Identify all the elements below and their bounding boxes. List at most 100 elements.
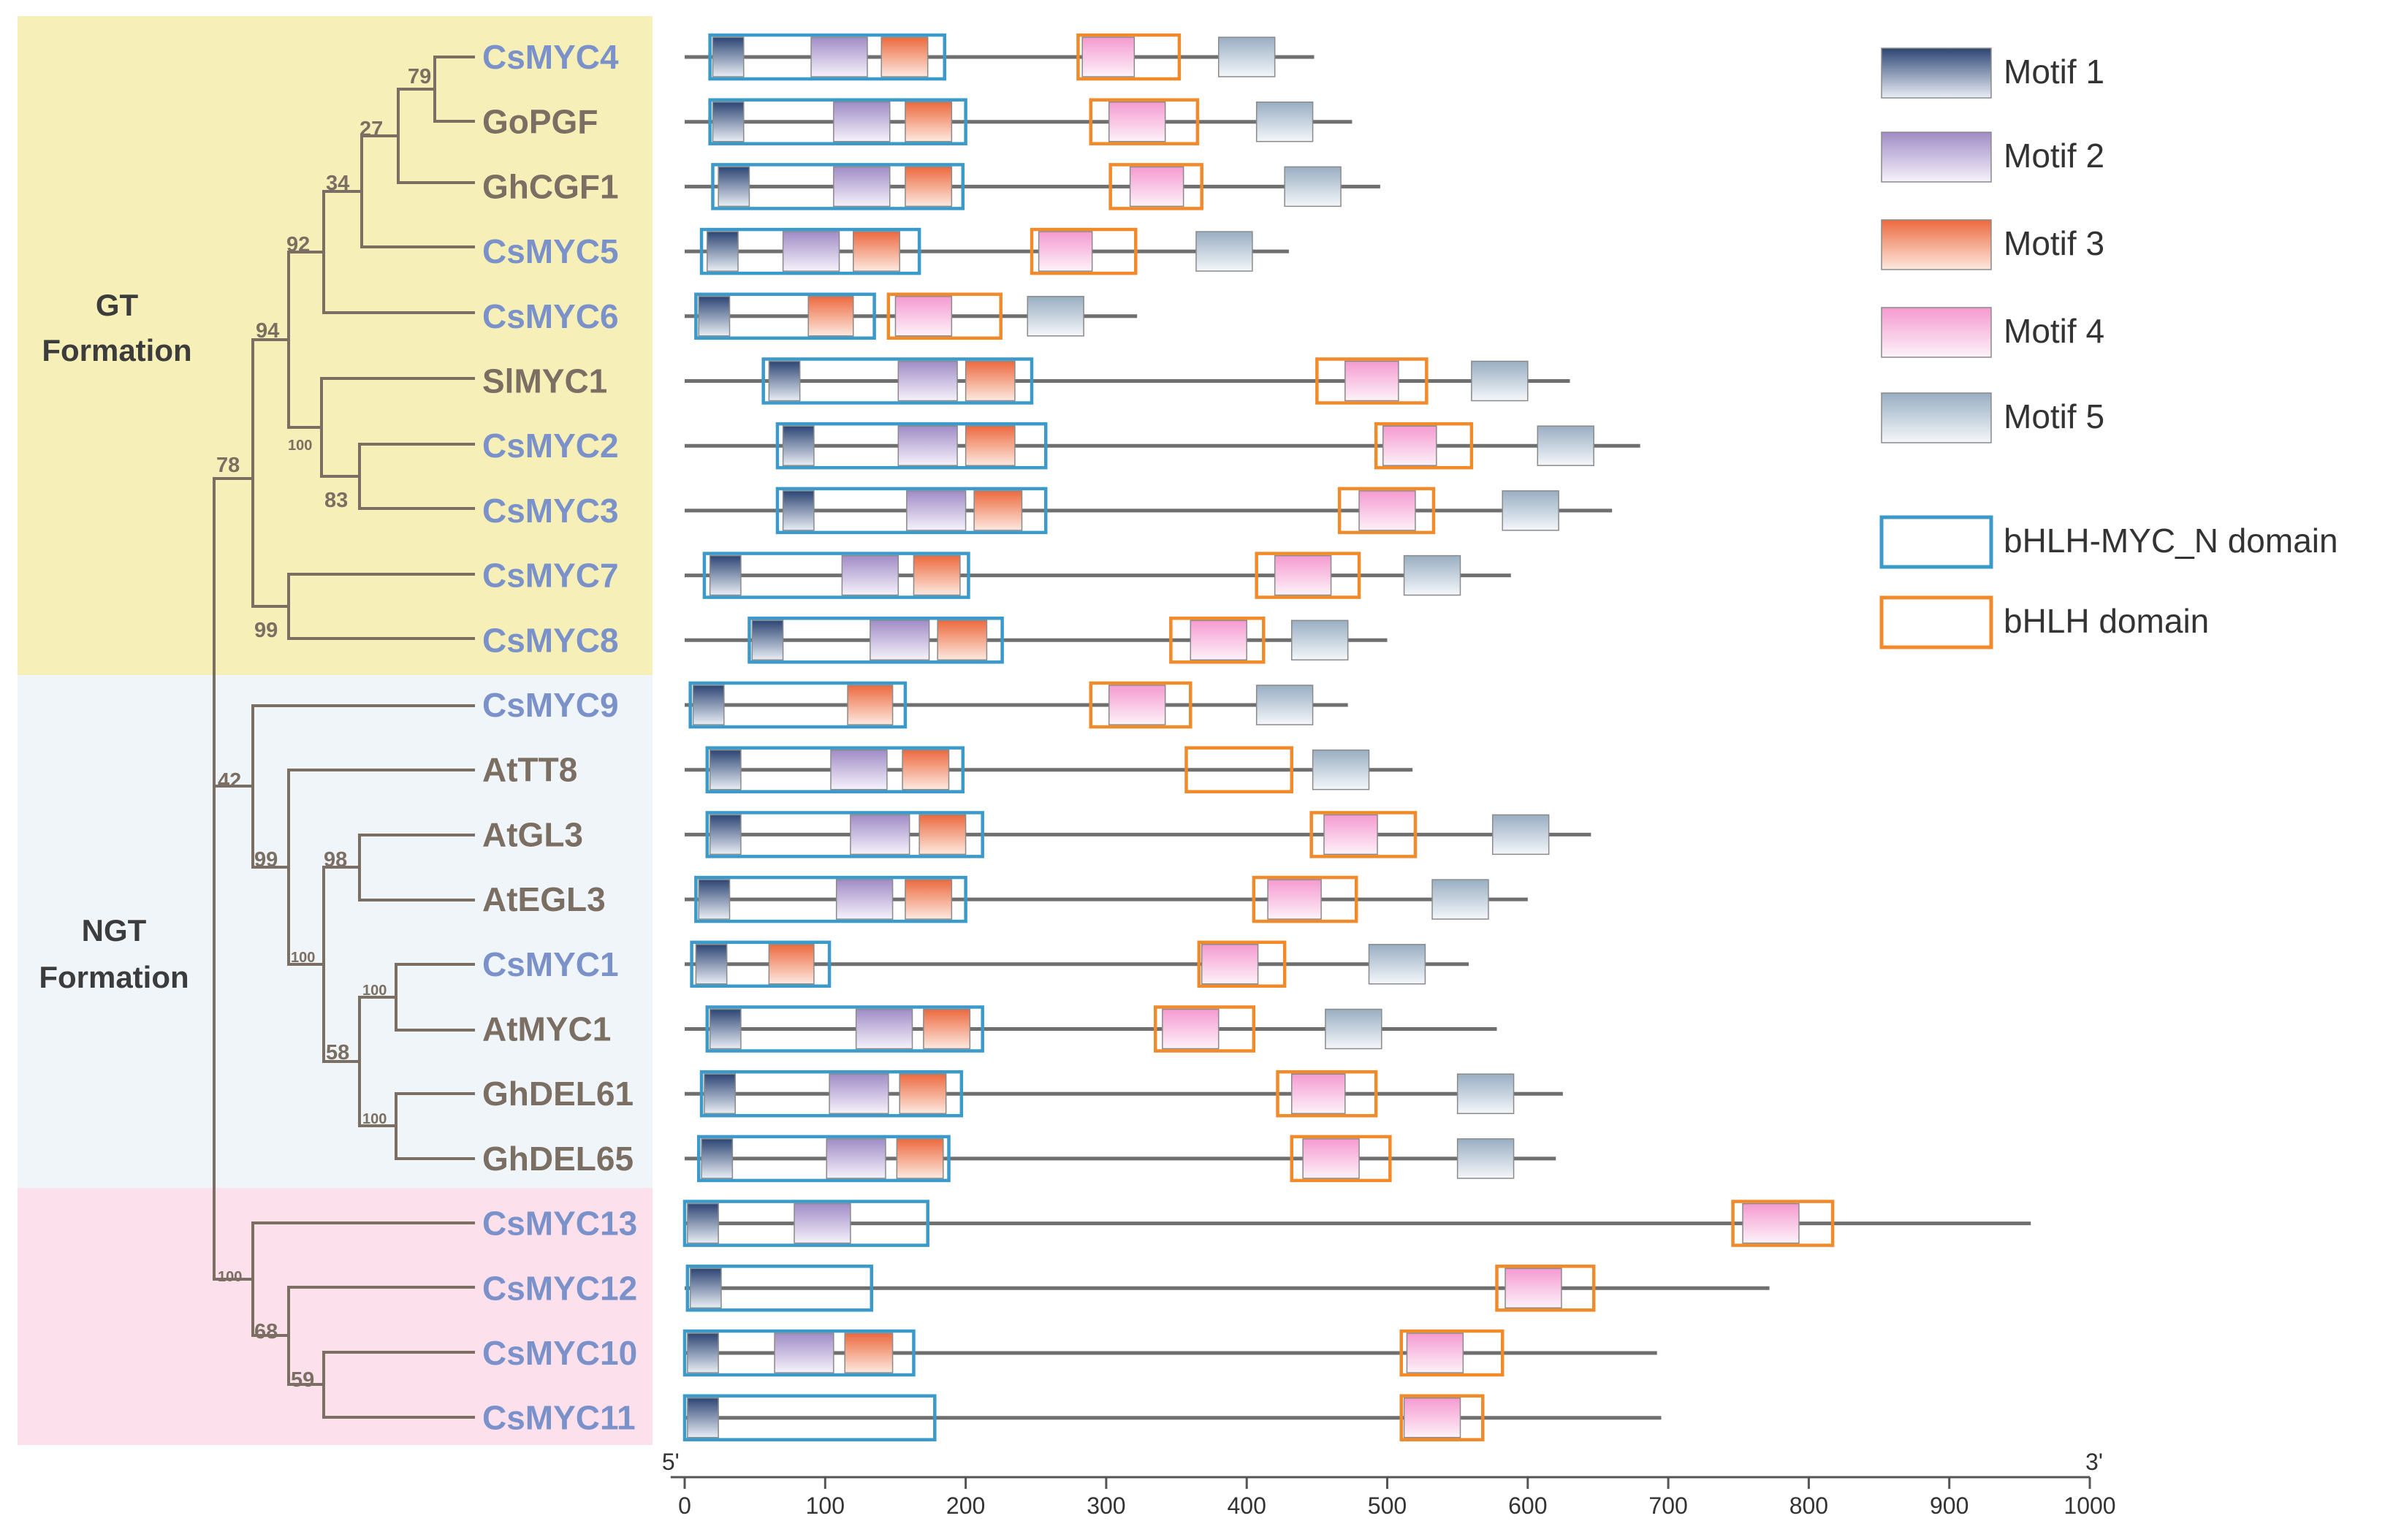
motif-4-box [1162, 1008, 1220, 1050]
motif-4-box [1382, 425, 1437, 466]
motif-3-box [973, 490, 1023, 531]
bhlh-myc-n-domain-box [694, 875, 967, 923]
motif-4-box [1274, 554, 1332, 596]
bhlh-myc-n-domain-box [696, 1135, 951, 1183]
group-band-ngt [18, 675, 653, 1188]
motif-2-box [826, 1138, 886, 1179]
motif-5-box [1431, 879, 1489, 920]
motif-4-box [1108, 685, 1166, 725]
bhlh-domain-box [1252, 875, 1358, 923]
motif-2-box [897, 360, 958, 402]
tip-label: AtGL3 [482, 815, 583, 853]
axis-tick-label: 200 [946, 1493, 985, 1519]
bhlh-domain-box [1108, 163, 1203, 210]
motif-1-box [782, 490, 815, 531]
tip-label: CsMYC2 [482, 427, 619, 465]
bhlh-domain-box [1495, 1265, 1596, 1312]
group-label-ngt-2: Formation [39, 960, 189, 994]
axis-tick-label: 1000 [2063, 1493, 2115, 1519]
protein-row [685, 357, 1570, 405]
bhlh-domain-box [1374, 422, 1474, 470]
motif-1-box [695, 944, 728, 985]
motif-1-box [687, 1397, 719, 1438]
axis-tick-label: 700 [1648, 1493, 1687, 1519]
motif-1-box [689, 1268, 722, 1309]
bhlh-myc-n-domain-box [775, 422, 1048, 470]
legend-label: bHLH domain [2004, 602, 2209, 640]
motif-5-box [1284, 166, 1342, 207]
motif-4-box [1323, 814, 1378, 855]
motif-5-box [1502, 490, 1559, 531]
motif-2-box [850, 814, 910, 855]
legend-motif-5-swatch [1881, 392, 1992, 443]
tip-label: CsMYC3 [482, 492, 619, 530]
motif-4-box [1201, 944, 1259, 985]
tip-label: CsMYC7 [482, 557, 619, 595]
protein-row [685, 681, 1348, 729]
group-band-gt [18, 16, 653, 675]
bhlh-domain-box [1076, 33, 1182, 81]
tip-label: CsMYC13 [482, 1205, 637, 1243]
bootstrap-value: 100 [218, 1269, 242, 1285]
protein-row [685, 33, 1315, 81]
axis-tick-label: 600 [1508, 1493, 1547, 1519]
motif-5-box [1456, 1138, 1515, 1179]
tip-label: GhCGF1 [482, 167, 619, 205]
motif-3-box [853, 231, 900, 272]
motif-1-box [712, 37, 745, 77]
motif-5-box [1368, 944, 1426, 985]
motif-1-box [709, 749, 742, 790]
bhlh-myc-n-domain-box [748, 617, 1004, 664]
motif-4-box [1344, 360, 1399, 402]
bhlh-domain-box [1290, 1135, 1392, 1183]
bhlh-myc-n-domain-box [685, 1265, 874, 1312]
axis-tick-label: 800 [1789, 1493, 1828, 1519]
motif-3-box [965, 360, 1016, 402]
motif-1-box [698, 879, 731, 920]
tip-label: GhDEL65 [482, 1140, 634, 1178]
protein-row [685, 811, 1591, 858]
motif-3-box [905, 101, 953, 142]
tip-label: AtEGL3 [482, 880, 606, 918]
group-band-third [18, 1188, 653, 1445]
motif-2-box [794, 1202, 851, 1244]
motif-3-box [768, 944, 815, 985]
motif-3-box [923, 1008, 971, 1050]
bhlh-domain-box [1255, 552, 1361, 599]
motif-5-box [1403, 554, 1461, 596]
motif-4-box [1129, 166, 1184, 207]
bhlh-myc-n-domain-box [682, 1200, 929, 1247]
bhlh-domain-box [1089, 98, 1200, 145]
motif-4-box [1038, 231, 1093, 272]
bootstrap-value: 79 [408, 65, 431, 88]
bootstrap-labels: 79 27 34 92 94 100 83 78 99 42 99 98 100… [216, 65, 431, 1392]
bhlh-myc-n-domain-box [682, 1394, 937, 1441]
protein-row [685, 1070, 1563, 1118]
bhlh-myc-n-domain-box [699, 1070, 964, 1118]
tip-labels: CsMYC4 GoPGF GhCGF1 CsMYC5 CsMYC6 SlMYC1 CsMYC… [482, 38, 637, 1437]
motif-3-box [905, 879, 953, 920]
axis-tick-label: 300 [1087, 1493, 1125, 1519]
motif-1-box [768, 360, 801, 402]
legend-motif-1-swatch [1881, 47, 1992, 99]
bootstrap-value: 98 [324, 848, 347, 872]
axis-tick-label: 0 [678, 1493, 691, 1519]
motif-2-box [835, 879, 894, 920]
motif-4-box [1403, 1397, 1461, 1438]
tip-label: GoPGF [482, 103, 598, 141]
motif-3-box [847, 685, 894, 725]
motif-1-box [687, 1333, 719, 1373]
motif-1-box [712, 101, 745, 142]
motif-5-box [1471, 360, 1529, 402]
protein-row [685, 746, 1413, 793]
legend-label: Motif 4 [2004, 312, 2104, 350]
bhlh-myc-n-domain-box [699, 227, 921, 275]
motif-3-box [905, 166, 953, 207]
motif-1-box [698, 296, 731, 337]
motif-1-box [709, 1008, 742, 1050]
bootstrap-value: 100 [362, 983, 387, 999]
motif-3-box [844, 1333, 894, 1373]
bootstrap-value: 100 [362, 1111, 387, 1127]
legend-label: Motif 3 [2004, 224, 2104, 262]
tip-label: CsMYC4 [482, 38, 619, 76]
